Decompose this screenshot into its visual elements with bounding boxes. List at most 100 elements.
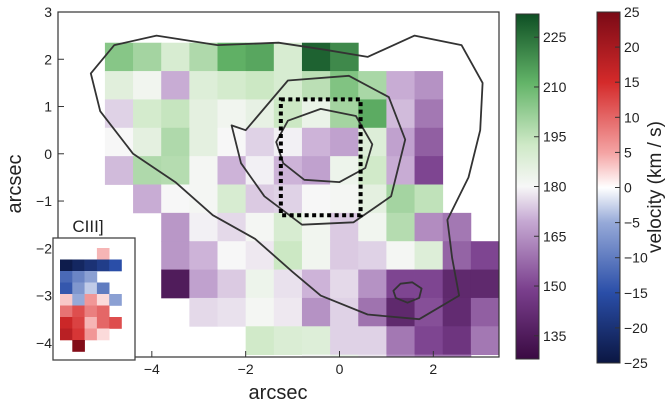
map-pixel <box>358 127 387 157</box>
map-pixel <box>133 42 162 72</box>
inset-pixel <box>109 259 122 272</box>
flux-contours <box>89 34 484 321</box>
colorbar-main-tick-label: 180 <box>543 179 567 195</box>
map-pixel <box>245 297 275 327</box>
map-pixel <box>245 241 275 270</box>
x-axis-ticks: −4 −2 0 2 <box>144 351 437 377</box>
colorbar-velocity-tick-label: 10 <box>624 109 640 125</box>
map-pixel <box>330 269 359 299</box>
map-pixel <box>273 99 303 129</box>
map-pixel <box>161 212 190 242</box>
inset-pixel <box>60 328 73 341</box>
inset-pixel <box>72 271 85 283</box>
inset-pixel <box>96 248 110 260</box>
colorbar-velocity-tick-label: −20 <box>624 320 648 336</box>
map-pixel <box>189 71 218 100</box>
map-pixel <box>273 71 303 100</box>
map-pixel <box>386 184 415 214</box>
map-pixel <box>330 212 359 242</box>
colorbar-main-tick-label: 165 <box>543 228 567 244</box>
map-pixel <box>133 184 162 214</box>
map-pixel <box>161 156 190 185</box>
y-tick-label: −1 <box>36 193 52 209</box>
x-tick-label: −4 <box>144 361 160 377</box>
inset-map <box>60 248 122 352</box>
map-pixel <box>330 326 359 356</box>
map-pixel <box>217 297 247 327</box>
contour-line-2 <box>230 74 407 226</box>
map-pixel <box>161 184 190 214</box>
map-pixel <box>273 269 303 299</box>
y-tick-label: 2 <box>44 51 52 67</box>
colorbar-velocity-tick-label: −5 <box>624 215 640 231</box>
inset-pixel <box>84 282 98 295</box>
inset-pixel <box>84 328 98 341</box>
map-pixel <box>470 241 499 270</box>
map-pixel <box>189 241 218 270</box>
map-pixel <box>104 71 134 100</box>
map-pixel <box>161 269 190 299</box>
map-pixel <box>301 71 331 100</box>
map-pixel <box>245 127 275 157</box>
y-tick-label: 0 <box>44 146 52 162</box>
inset-pixel <box>96 317 110 329</box>
map-pixel <box>245 156 275 185</box>
inset-pixel <box>60 305 73 318</box>
colorbar-velocity-tick-label: 20 <box>624 39 640 55</box>
inset-pixel <box>60 271 73 283</box>
inset-pixel <box>96 259 110 272</box>
colorbar-velocity-ticks: 25 20 15 10 5 0 −5 −10 −15 −20 −25 <box>615 4 648 371</box>
map-pixel <box>217 99 247 129</box>
inset-pixel <box>72 317 85 329</box>
map-pixel <box>273 241 303 270</box>
map-pixel <box>358 326 387 356</box>
plot-frame <box>57 11 500 358</box>
inset-pixel <box>72 259 85 272</box>
map-pixel <box>245 42 275 72</box>
map-pixel <box>273 42 303 72</box>
contour-line-1 <box>89 34 484 321</box>
colorbar-main-tick-label: 150 <box>543 278 567 294</box>
map-pixel <box>386 241 415 270</box>
map-pixel <box>161 42 190 72</box>
map-pixel <box>161 127 190 157</box>
map-pixel <box>301 212 331 242</box>
map-pixel <box>133 99 162 129</box>
map-pixel <box>217 42 247 72</box>
annotation-box <box>278 97 363 218</box>
map-pixel <box>470 269 499 299</box>
inset-pixel <box>60 259 73 272</box>
inset-pixel <box>84 317 98 329</box>
map-pixel <box>330 42 359 72</box>
map-pixel <box>189 156 218 185</box>
inset-pixel <box>96 294 110 306</box>
colorbar-velocity-tick-label: −10 <box>624 250 648 266</box>
inset-pixel <box>96 328 110 341</box>
map-pixel <box>189 99 218 129</box>
map-pixel <box>301 326 331 356</box>
map-pixel <box>414 127 444 157</box>
map-pixel <box>273 184 303 214</box>
map-pixel <box>133 127 162 157</box>
inset-pixel <box>84 259 98 272</box>
colorbar-velocity-label: velocity (km / s) <box>645 121 666 253</box>
colorbar-main-tick-label: 210 <box>543 79 567 95</box>
colorbar-velocity-tick-label: −15 <box>624 285 648 301</box>
inset-pixel <box>60 294 73 306</box>
map-pixel <box>273 297 303 327</box>
map-pixel <box>386 354 415 357</box>
map-pixel <box>273 156 303 185</box>
map-pixel <box>189 127 218 157</box>
map-pixel <box>104 42 134 72</box>
map-pixel <box>217 156 247 185</box>
colorbar-main-tick-label: 195 <box>543 129 567 145</box>
colorbar-main-tick-label: 135 <box>543 328 567 344</box>
map-pixel <box>330 127 359 157</box>
y-tick-label: −4 <box>36 335 52 351</box>
map-pixel <box>414 99 444 129</box>
colorbar-velocity-tick-label: −25 <box>624 355 648 371</box>
map-pixel <box>414 354 444 357</box>
map-pixel <box>217 71 247 100</box>
map-pixel <box>386 71 415 100</box>
